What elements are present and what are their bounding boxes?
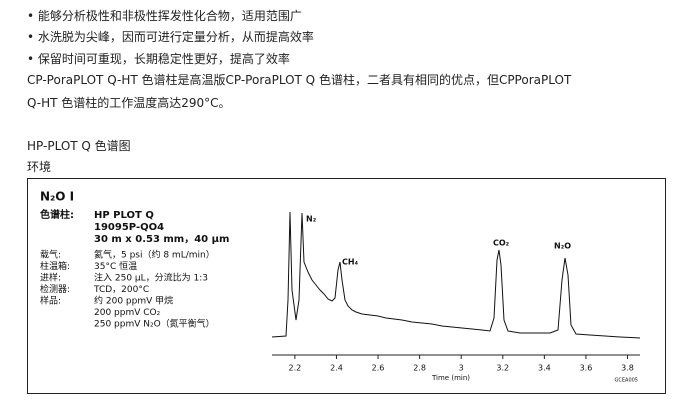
condition-label: 检测器: bbox=[40, 283, 70, 295]
x-tick-label: 3.8 bbox=[621, 364, 634, 373]
condition-value: 250 ppmV N₂O（氮平衡气） bbox=[94, 318, 215, 330]
paragraph: Q-HT 色谱柱的工作温度高达290°C。 bbox=[27, 96, 231, 110]
x-tick-label: 2.6 bbox=[372, 364, 385, 373]
peak-label: N₂ bbox=[306, 215, 317, 224]
x-tick-label: 3.2 bbox=[496, 364, 509, 373]
condition-value: TCD，200°C bbox=[93, 285, 149, 295]
peak-label: CO₂ bbox=[493, 239, 510, 248]
condition-value: 氦气，5 psi（约 8 mL/min） bbox=[94, 249, 215, 261]
chromatogram-frame bbox=[27, 178, 666, 394]
bullet: • 水洗脱为尖峰，因而可进行定量分析，从而提高效率 bbox=[27, 30, 314, 44]
condition-label: 载气: bbox=[40, 249, 61, 261]
paragraph: CP-PoraPLOT Q-HT 色谱柱是高温版CP-PoraPLOT Q 色谱… bbox=[27, 73, 572, 87]
bullet: • 保留时间可重现，长期稳定性更好，提高了效率 bbox=[27, 52, 290, 66]
heading: HP-PLOT Q 色谱图 bbox=[27, 139, 131, 153]
chart-title: N₂O I bbox=[40, 190, 74, 204]
bullet-text: 能够分析极性和非极性挥发性化合物，适用范围广 bbox=[37, 9, 302, 23]
condition-label: 柱温箱: bbox=[40, 260, 70, 272]
bullet: • 能够分析极性和非极性挥发性化合物，适用范围广 bbox=[27, 9, 302, 23]
x-axis-label: Time (min) bbox=[431, 374, 470, 382]
peak-label: N₂O bbox=[554, 242, 571, 251]
x-tick-label: 3.6 bbox=[580, 364, 593, 373]
condition-value: 19095P-QO4 bbox=[94, 222, 164, 233]
x-tick-label: 3 bbox=[459, 364, 464, 373]
condition-value: 35°C 恒温 bbox=[94, 260, 137, 272]
condition-label: 进样: bbox=[40, 272, 61, 284]
x-tick-label: 3.4 bbox=[538, 364, 551, 373]
condition-value: 约 200 ppmV 甲烷 bbox=[94, 295, 173, 307]
bullet-text: 保留时间可重现，长期稳定性更好，提高了效率 bbox=[37, 52, 290, 66]
bullet-text: 水洗脱为尖峰，因而可进行定量分析，从而提高效率 bbox=[37, 30, 314, 44]
condition-value: HP PLOT Q bbox=[94, 210, 154, 221]
subheading: 环境 bbox=[27, 160, 52, 174]
condition-label: 色谱柱: bbox=[40, 208, 74, 221]
x-tick-label: 2.4 bbox=[330, 364, 343, 373]
condition-value: 30 m x 0.53 mm，40 µm bbox=[94, 234, 229, 245]
condition-value: 200 ppmV CO₂ bbox=[94, 308, 161, 318]
trace bbox=[271, 211, 641, 339]
condition-label: 样品: bbox=[40, 295, 61, 307]
x-tick-label: 2.2 bbox=[289, 364, 302, 373]
x-tick-label: 2.8 bbox=[413, 364, 426, 373]
peak-label: CH₄ bbox=[342, 258, 359, 267]
figure-code: GCEA005 bbox=[615, 378, 639, 384]
condition-value: 注入 250 µL，分流比为 1:3 bbox=[94, 272, 208, 284]
